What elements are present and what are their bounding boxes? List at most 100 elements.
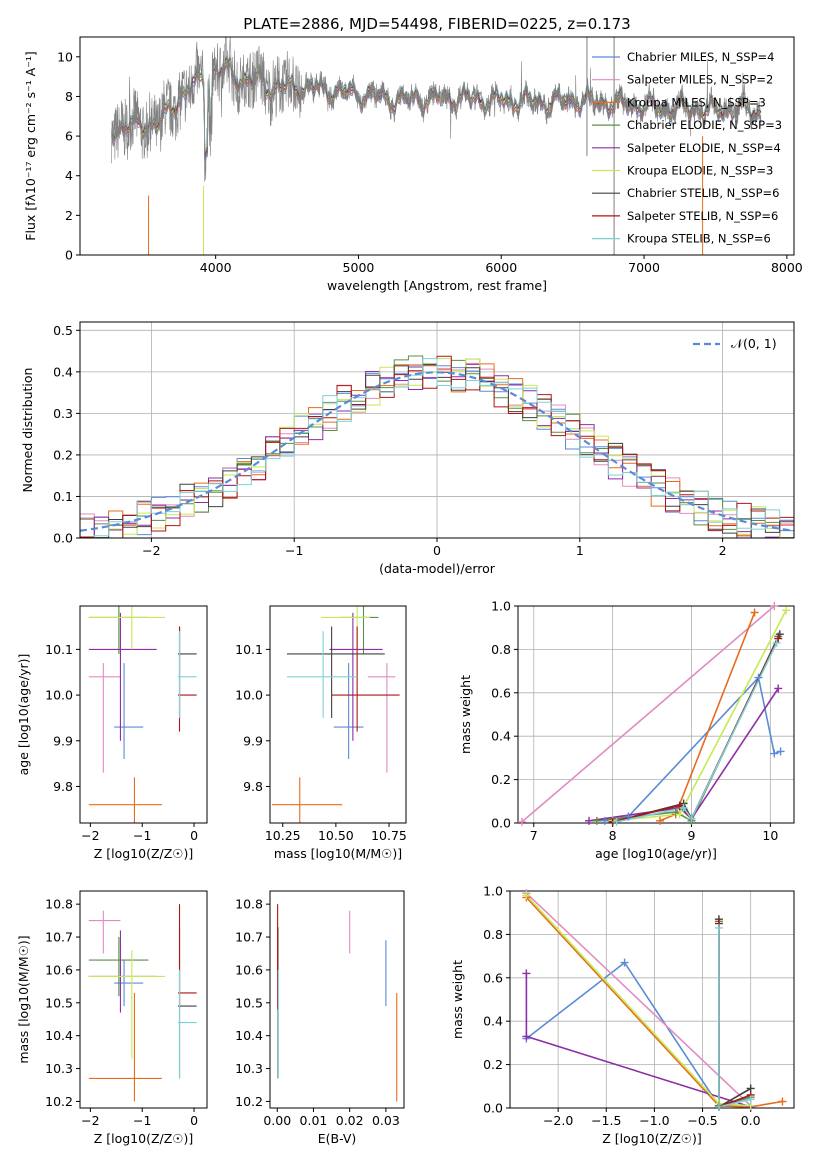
residuals-frame <box>79 321 795 539</box>
mass-vs-Z-axes: −2 −1 0 10.2 10.3 10.4 10.5 10.6 10.7 10.8 Z [log1… <box>16 890 208 1146</box>
age-vs-mass-ytick-label: 9.8 <box>243 779 263 794</box>
weight-vs-Z-ytick-label: 0.8 <box>483 927 503 942</box>
mass-vs-ebv-ytick-label: 10.6 <box>235 962 263 977</box>
mass-weight-marker <box>612 817 621 826</box>
age-vs-Z-ylabel: age [log10(age/yr)] <box>16 654 31 776</box>
mass-weight-marker <box>624 812 633 821</box>
legend-entry: Salpeter STELIB, N_SSP=6 <box>627 209 778 223</box>
mass-weight-line <box>612 633 781 823</box>
weight-vs-Z-xtick-label: 0.0 <box>741 1113 761 1128</box>
age-vs-Z-frame <box>79 605 208 824</box>
residuals-xtick-label: −1 <box>285 543 303 558</box>
mass-weight-line <box>718 919 752 1108</box>
mass-weight-marker <box>522 891 531 900</box>
age-vs-Z-ytick-label: 10.0 <box>45 688 73 703</box>
weight-vs-Z-xlabel: Z [log10(Z/Z☉)] <box>602 1131 702 1146</box>
residuals-xlabel: (data-model)/error <box>379 561 496 576</box>
weight-vs-age-xtick-label: 7 <box>530 828 538 843</box>
weight-vs-age-plot-area <box>521 606 787 823</box>
spectrum-xtick-label: 7000 <box>628 260 660 275</box>
weight-vs-Z-xtick-label: −2.0 <box>543 1113 573 1128</box>
age-vs-mass-xtick-label: 10.25 <box>265 828 301 843</box>
mass-weight-marker <box>754 673 763 682</box>
residuals-ylabel: Normed distribution <box>20 368 35 493</box>
mass-vs-ebv-xtick-label: 0.01 <box>300 1113 328 1128</box>
weight-vs-age-xtick-label: 9 <box>688 828 696 843</box>
mass-weight-marker <box>770 749 779 758</box>
residuals-xtick-label: 0 <box>433 543 441 558</box>
mass-vs-Z-ytick-label: 10.8 <box>45 897 73 912</box>
residuals-xtick-label: 1 <box>576 543 584 558</box>
weight-vs-age-axes: 7 8 9 10 0.0 0.2 0.4 0.6 0.8 1.0 age [log10(age/yr… <box>458 599 795 861</box>
mass-vs-Z-ytick-label: 10.5 <box>45 995 73 1010</box>
spectrum-xtick-label: 8000 <box>771 260 803 275</box>
mass-weight-line <box>616 642 778 823</box>
mass-weight-marker <box>774 684 783 693</box>
mass-weight-line <box>612 638 779 823</box>
mass-weight-line <box>525 961 751 1108</box>
weight-vs-Z-frame <box>509 890 795 1109</box>
residuals-ytick-label: 0.4 <box>53 364 73 379</box>
spectrum-axes: 4000 5000 6000 7000 8000 0 2 4 6 8 10 wavelength [A… <box>23 36 803 293</box>
age-vs-Z-xtick-label: −1 <box>133 828 151 843</box>
mass-vs-ebv-ytick-label: 10.8 <box>235 897 263 912</box>
mass-vs-ebv-ytick-label: 10.4 <box>235 1028 263 1043</box>
spectrum-ytick-label: 0 <box>65 248 73 263</box>
weight-vs-age-ytick-label: 0.2 <box>491 772 511 787</box>
figure-title: PLATE=2886, MJD=54498, FIBERID=0225, z=0… <box>243 15 630 33</box>
observed-spectrum-line <box>111 37 762 182</box>
residuals-ytick-label: 0.2 <box>53 447 73 462</box>
mass-vs-ebv-ytick-label: 10.2 <box>235 1094 263 1109</box>
residuals-ytick-label: 0.5 <box>53 323 73 338</box>
mass-weight-marker <box>522 969 531 978</box>
mass-weight-marker <box>522 1032 531 1041</box>
spectrum-frame <box>79 36 795 256</box>
mass-weight-line <box>525 892 752 1107</box>
weight-vs-Z-ytick-label: 1.0 <box>483 884 503 899</box>
legend-entry: Kroupa MILES, N_SSP=3 <box>627 95 766 109</box>
weight-vs-age-ytick-label: 0.6 <box>491 685 511 700</box>
spectrum-plot-area <box>111 37 762 255</box>
legend-entry: Salpeter ELODIE, N_SSP=4 <box>627 141 781 155</box>
mass-vs-Z-xlabel: Z [log10(Z/Z☉)] <box>94 1131 194 1146</box>
legend-entry: Chabrier ELODIE, N_SSP=3 <box>627 118 782 132</box>
mass-vs-Z-xtick-label: −1 <box>133 1113 151 1128</box>
mass-weight-marker <box>746 1095 755 1104</box>
mass-vs-Z-ytick-label: 10.3 <box>45 1061 73 1076</box>
age-vs-Z-ytick-label: 10.1 <box>45 642 73 657</box>
age-vs-Z-ytick-label: 9.9 <box>53 733 73 748</box>
mass-vs-ebv-frame <box>269 890 405 1109</box>
mass-weight-marker <box>714 923 723 932</box>
weight-vs-Z-xtick-label: −1.0 <box>639 1113 669 1128</box>
gaussian-legend-label: 𝒩(0, 1) <box>731 336 777 351</box>
spectrum-ylabel: Flux [fλ10⁻¹⁷ erg cm⁻² s⁻¹ A⁻¹] <box>23 51 38 240</box>
legend-entry: Chabrier MILES, N_SSP=4 <box>627 50 774 64</box>
age-vs-mass-ytick-label: 10.1 <box>235 642 263 657</box>
residuals-plot-area <box>80 355 794 538</box>
mass-vs-ebv-ytick-label: 10.3 <box>235 1061 263 1076</box>
mass-weight-marker <box>679 803 688 812</box>
weight-vs-age-ylabel: mass weight <box>458 675 473 754</box>
mass-vs-ebv-xtick-label: 0.03 <box>372 1113 400 1128</box>
mass-vs-Z-ytick-label: 10.4 <box>45 1028 73 1043</box>
age-vs-Z-plot-area <box>88 606 197 823</box>
residuals-axes: −2 −1 0 1 2 0.0 0.1 0.2 0.3 0.4 0.5 (data-model)/er… <box>20 321 795 576</box>
residuals-xtick-label: 2 <box>719 543 727 558</box>
weight-vs-age-ytick-label: 0.0 <box>491 816 511 831</box>
residual-histogram-step <box>80 355 794 538</box>
age-vs-mass-xlabel: mass [log10(M/M☉)] <box>274 846 402 861</box>
mass-weight-line <box>521 606 775 823</box>
weight-vs-age-xlabel: age [log10(age/yr)] <box>595 846 717 861</box>
spectrum-ytick-label: 8 <box>65 89 73 104</box>
residuals-ytick-label: 0.3 <box>53 406 73 421</box>
mass-vs-ebv-xlabel: E(B-V) <box>318 1131 357 1146</box>
age-vs-Z-xtick-label: 0 <box>190 828 198 843</box>
weight-vs-age-ytick-label: 0.8 <box>491 642 511 657</box>
weight-vs-Z-axes: −2.0 −1.5 −1.0 −0.5 0.0 0.0 0.2 0.4 0.6 0.8 1.0 Z [… <box>450 884 795 1146</box>
mass-weight-marker <box>714 1102 723 1111</box>
mass-vs-ebv-xtick-label: 0.00 <box>263 1113 291 1128</box>
weight-vs-Z-xtick-label: −0.5 <box>687 1113 717 1128</box>
mass-weight-marker <box>687 814 696 823</box>
weight-vs-age-ytick-label: 0.4 <box>491 729 511 744</box>
